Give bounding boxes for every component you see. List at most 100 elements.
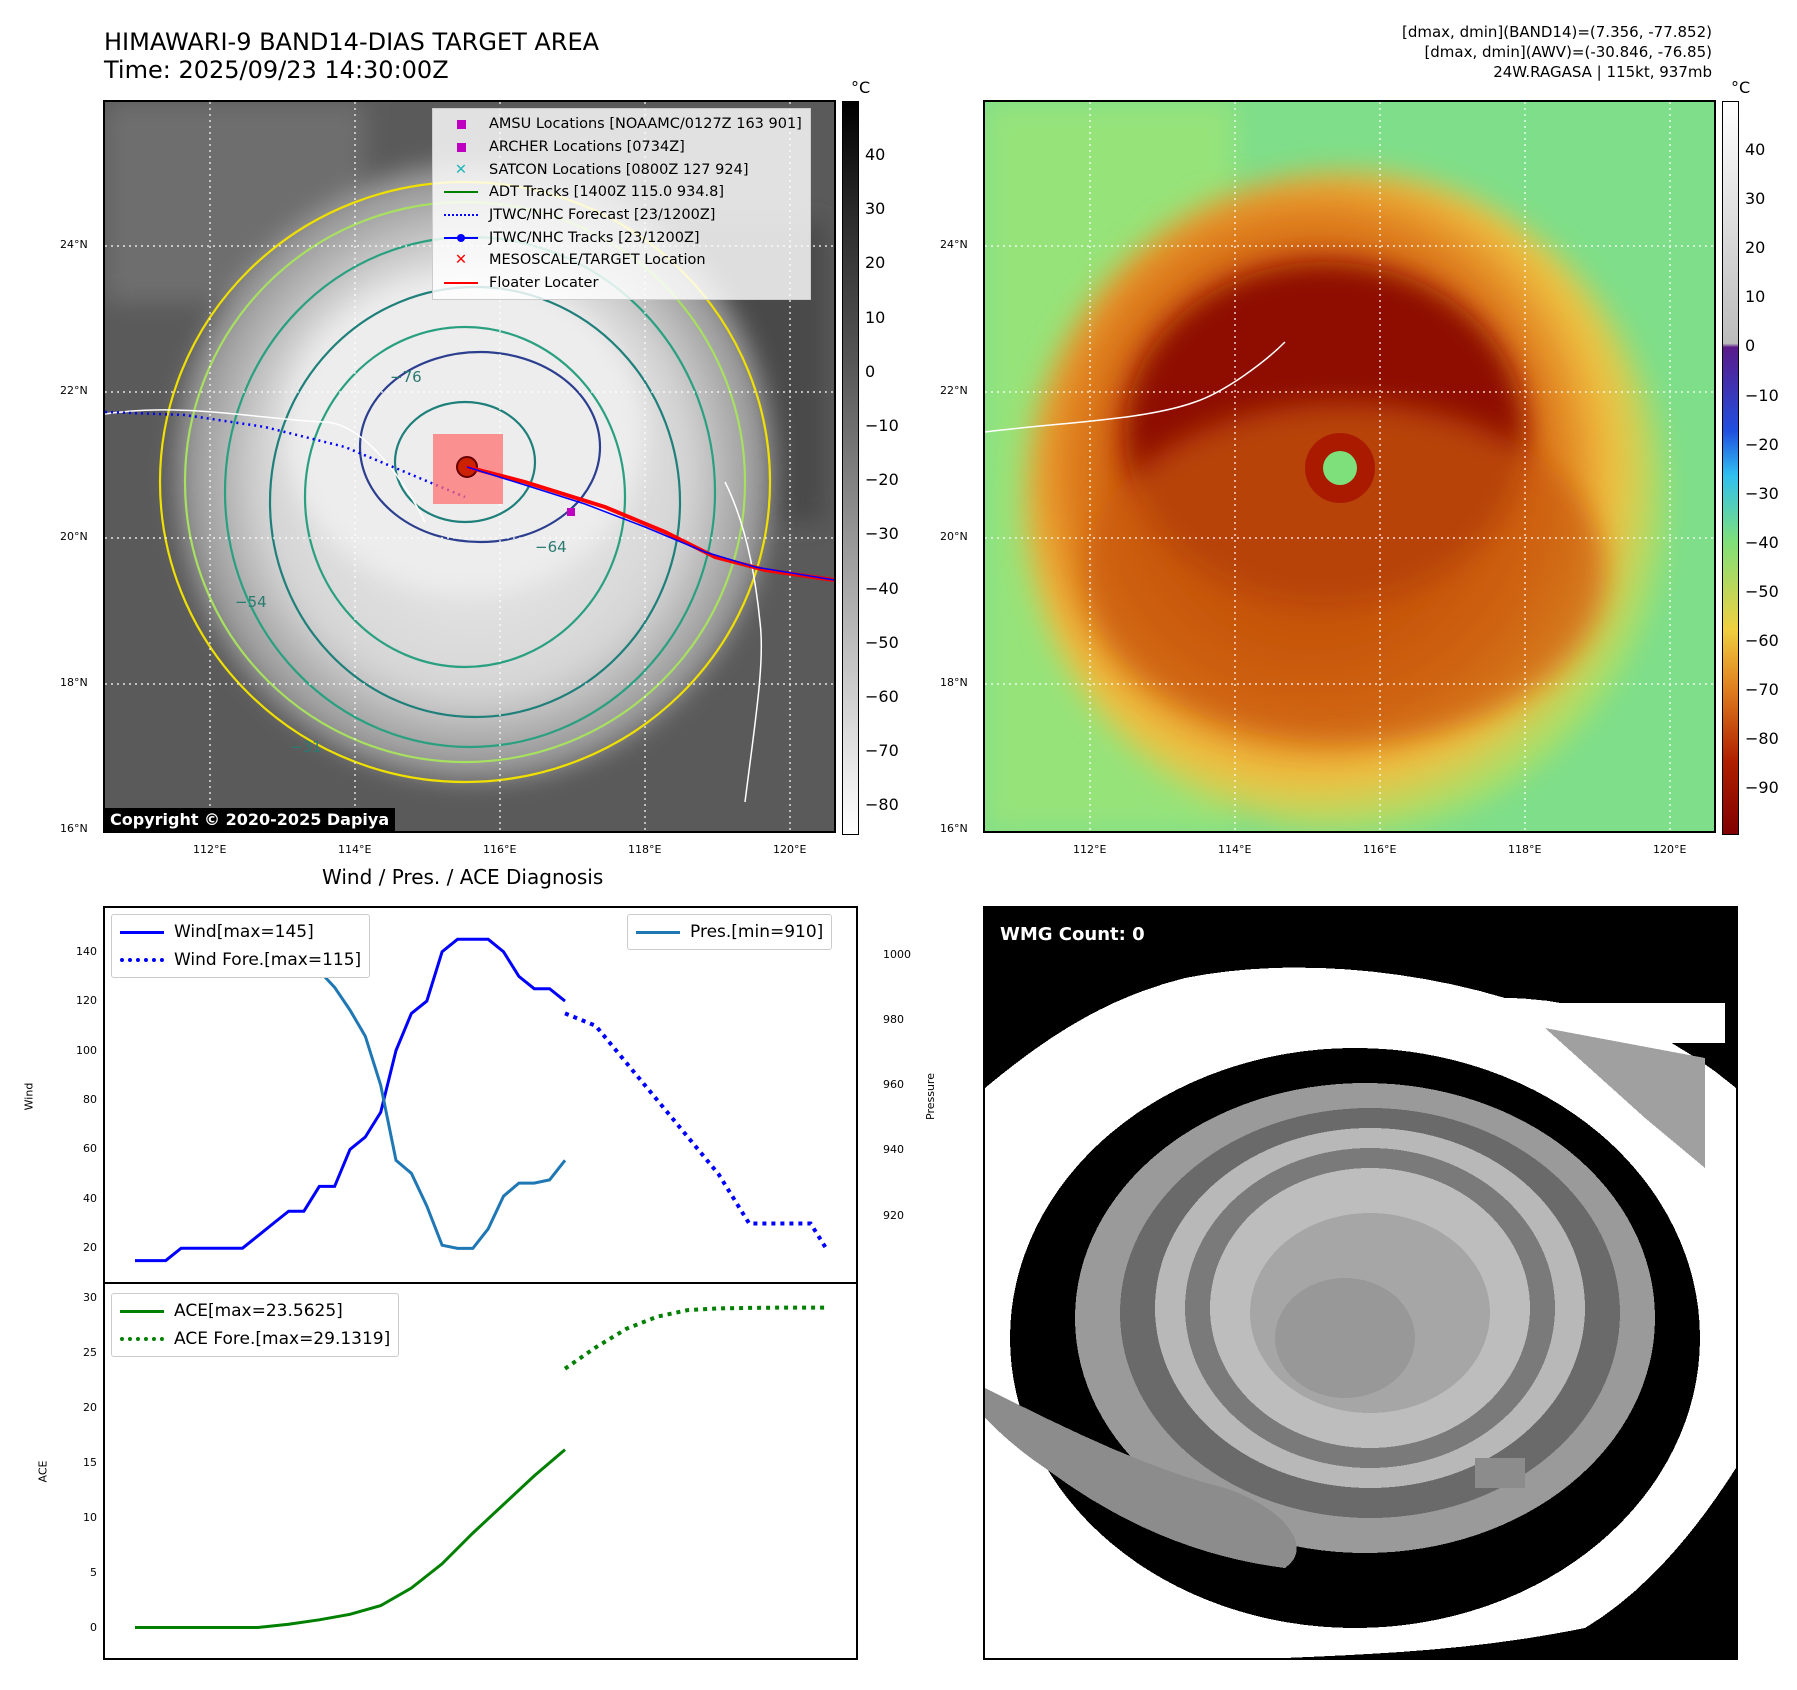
info-line-2: [dmax, dmin](AWV)=(-30.846, -76.85) (1424, 43, 1712, 61)
lat-tick: 24°N (940, 238, 968, 251)
legend-wind-label: Wind[max=145] (174, 922, 314, 942)
line-dot-icon (441, 233, 481, 243)
colorbar-tick: −80 (865, 795, 899, 815)
axis-tick: 5 (90, 1565, 97, 1579)
ace-legend: ACE[max=23.5625] ACE Fore.[max=29.1319] (111, 1293, 400, 1357)
axis-tick: 940 (883, 1143, 904, 1157)
legend-wind-fore-label: Wind Fore.[max=115] (174, 950, 362, 970)
ace-axis-label: ACE (36, 1460, 50, 1483)
legend-floater: Floater Locater (441, 272, 802, 295)
colorbar-tick: −20 (1745, 434, 1779, 454)
info-line-3: 24W.RAGASA | 115kt, 937mb (1493, 63, 1712, 81)
axis-tick: 80 (83, 1092, 97, 1106)
axis-tick: 60 (83, 1142, 97, 1156)
colorbar-tick: 0 (1745, 336, 1756, 356)
colorbar-tick: 10 (865, 307, 886, 327)
wmg-count-badge: WMG Count: 0 (990, 920, 1155, 949)
line-icon (441, 282, 481, 285)
lat-tick: 18°N (60, 676, 88, 689)
legend-forecast-label: JTWC/NHC Forecast [23/1200Z] (489, 207, 716, 224)
axis-tick: 100 (76, 1043, 97, 1057)
color-map-image (985, 102, 1714, 831)
legend-adt: ADT Tracks [1400Z 115.0 934.8] (441, 181, 802, 204)
colorbar-tick: −60 (1745, 631, 1779, 650)
colorbar-tick: 20 (1745, 238, 1766, 258)
axis-tick: 20 (83, 1241, 97, 1255)
axis-tick: 140 (76, 944, 97, 958)
dotted-line-icon (120, 1337, 164, 1341)
legend-floater-label: Floater Locater (489, 275, 599, 292)
lat-tick: 22°N (60, 384, 88, 397)
colorbar-tick: −10 (865, 416, 899, 435)
axis-tick: 15 (83, 1455, 97, 1469)
colorbar-unit-label: °C (1731, 78, 1751, 97)
legend-archer: ARCHER Locations [0734Z] (441, 136, 802, 159)
floater-locater-track (466, 465, 834, 582)
ace-line (135, 1448, 566, 1629)
lat-tick: 22°N (940, 384, 968, 397)
legend-ace-fore-label: ACE Fore.[max=29.1319] (174, 1329, 391, 1349)
contour-label-31: −31 (290, 738, 322, 756)
legend-ace-label: ACE[max=23.5625] (174, 1301, 343, 1321)
x-icon: ✕ (454, 161, 468, 178)
lon-tick: 114°E (338, 843, 372, 856)
lat-tick: 24°N (60, 238, 88, 251)
axis-tick: 1000 (883, 947, 911, 961)
axis-tick: 920 (883, 1208, 904, 1222)
lon-tick: 116°E (483, 843, 517, 856)
axis-tick: 10 (83, 1510, 97, 1524)
legend-pres-label: Pres.[min=910] (690, 922, 824, 942)
wind-line (135, 937, 566, 1263)
axis-tick: 980 (883, 1012, 904, 1026)
colorbar-tick: −90 (1745, 778, 1779, 798)
lat-tick: 18°N (940, 676, 968, 689)
info-block: [dmax, dmin](BAND14)=(7.356, -77.852) [d… (1402, 22, 1712, 82)
wind-legend: Wind[max=145] Wind Fore.[max=115] (111, 914, 371, 978)
dotted-line-icon (441, 214, 481, 217)
ace-forecast-line (563, 1305, 826, 1371)
contour-label-64: −64 (535, 538, 567, 556)
x-icon: ✕ (454, 252, 468, 269)
axis-tick: 20 (83, 1400, 97, 1414)
colorbar-tick: −60 (865, 687, 899, 706)
legend-archer-label: ARCHER Locations [0734Z] (489, 139, 685, 156)
colorbar-tick: −30 (865, 524, 899, 544)
axis-tick: 25 (83, 1345, 97, 1359)
legend-wind-fore: Wind Fore.[max=115] (120, 946, 361, 974)
colorbar-tick: −40 (1745, 532, 1779, 552)
colorbar-tick: −20 (865, 470, 899, 490)
wind-axis-label: Wind (22, 1082, 36, 1111)
wind-forecast-line (564, 1011, 828, 1250)
grayscale-colorbar (842, 101, 859, 835)
line-icon (120, 1309, 164, 1313)
lon-tick: 116°E (1363, 843, 1397, 856)
pressure-axis-label: Pressure (923, 1073, 937, 1120)
legend-wind: Wind[max=145] (120, 918, 361, 946)
square-icon (441, 119, 481, 129)
axis-tick: 960 (883, 1078, 904, 1092)
figure-title: HIMAWARI-9 BAND14-DIAS TARGET AREA Time:… (104, 28, 599, 84)
colorbar-tick: −70 (1745, 680, 1779, 700)
colorbar-tick: 10 (1745, 287, 1766, 307)
info-line-1: [dmax, dmin](BAND14)=(7.356, -77.852) (1401, 23, 1712, 41)
colorbar-tick: 40 (865, 145, 886, 164)
color-map-panel (983, 100, 1716, 833)
contour-label-76: −76 (390, 368, 422, 386)
colorbar-tick: 30 (865, 199, 886, 219)
pressure-legend: Pres.[min=910] (627, 914, 833, 950)
copyright-label: Copyright © 2020-2025 Dapiya (104, 808, 396, 831)
line-icon (120, 930, 164, 934)
colorbar-unit-label: °C (851, 78, 871, 97)
jtwc-forecast-track (105, 410, 466, 499)
colorbar-tick: 0 (865, 361, 876, 381)
lat-tick: 16°N (940, 822, 968, 835)
legend-amsu: AMSU Locations [NOAAMC/0127Z 163 901] (441, 113, 802, 136)
axis-tick: 30 (83, 1291, 97, 1304)
line-icon (441, 191, 481, 194)
grayscale-map-image: −31 −54 −64 −76 (105, 102, 834, 831)
wmg-panel (983, 906, 1738, 1660)
legend-jtwc-tracks-label: JTWC/NHC Tracks [23/1200Z] (489, 229, 700, 246)
lon-tick: 118°E (628, 843, 662, 856)
title-line-2: Time: 2025/09/23 14:30:00Z (104, 56, 449, 84)
legend-jtwc-tracks: JTWC/NHC Tracks [23/1200Z] (441, 226, 802, 249)
